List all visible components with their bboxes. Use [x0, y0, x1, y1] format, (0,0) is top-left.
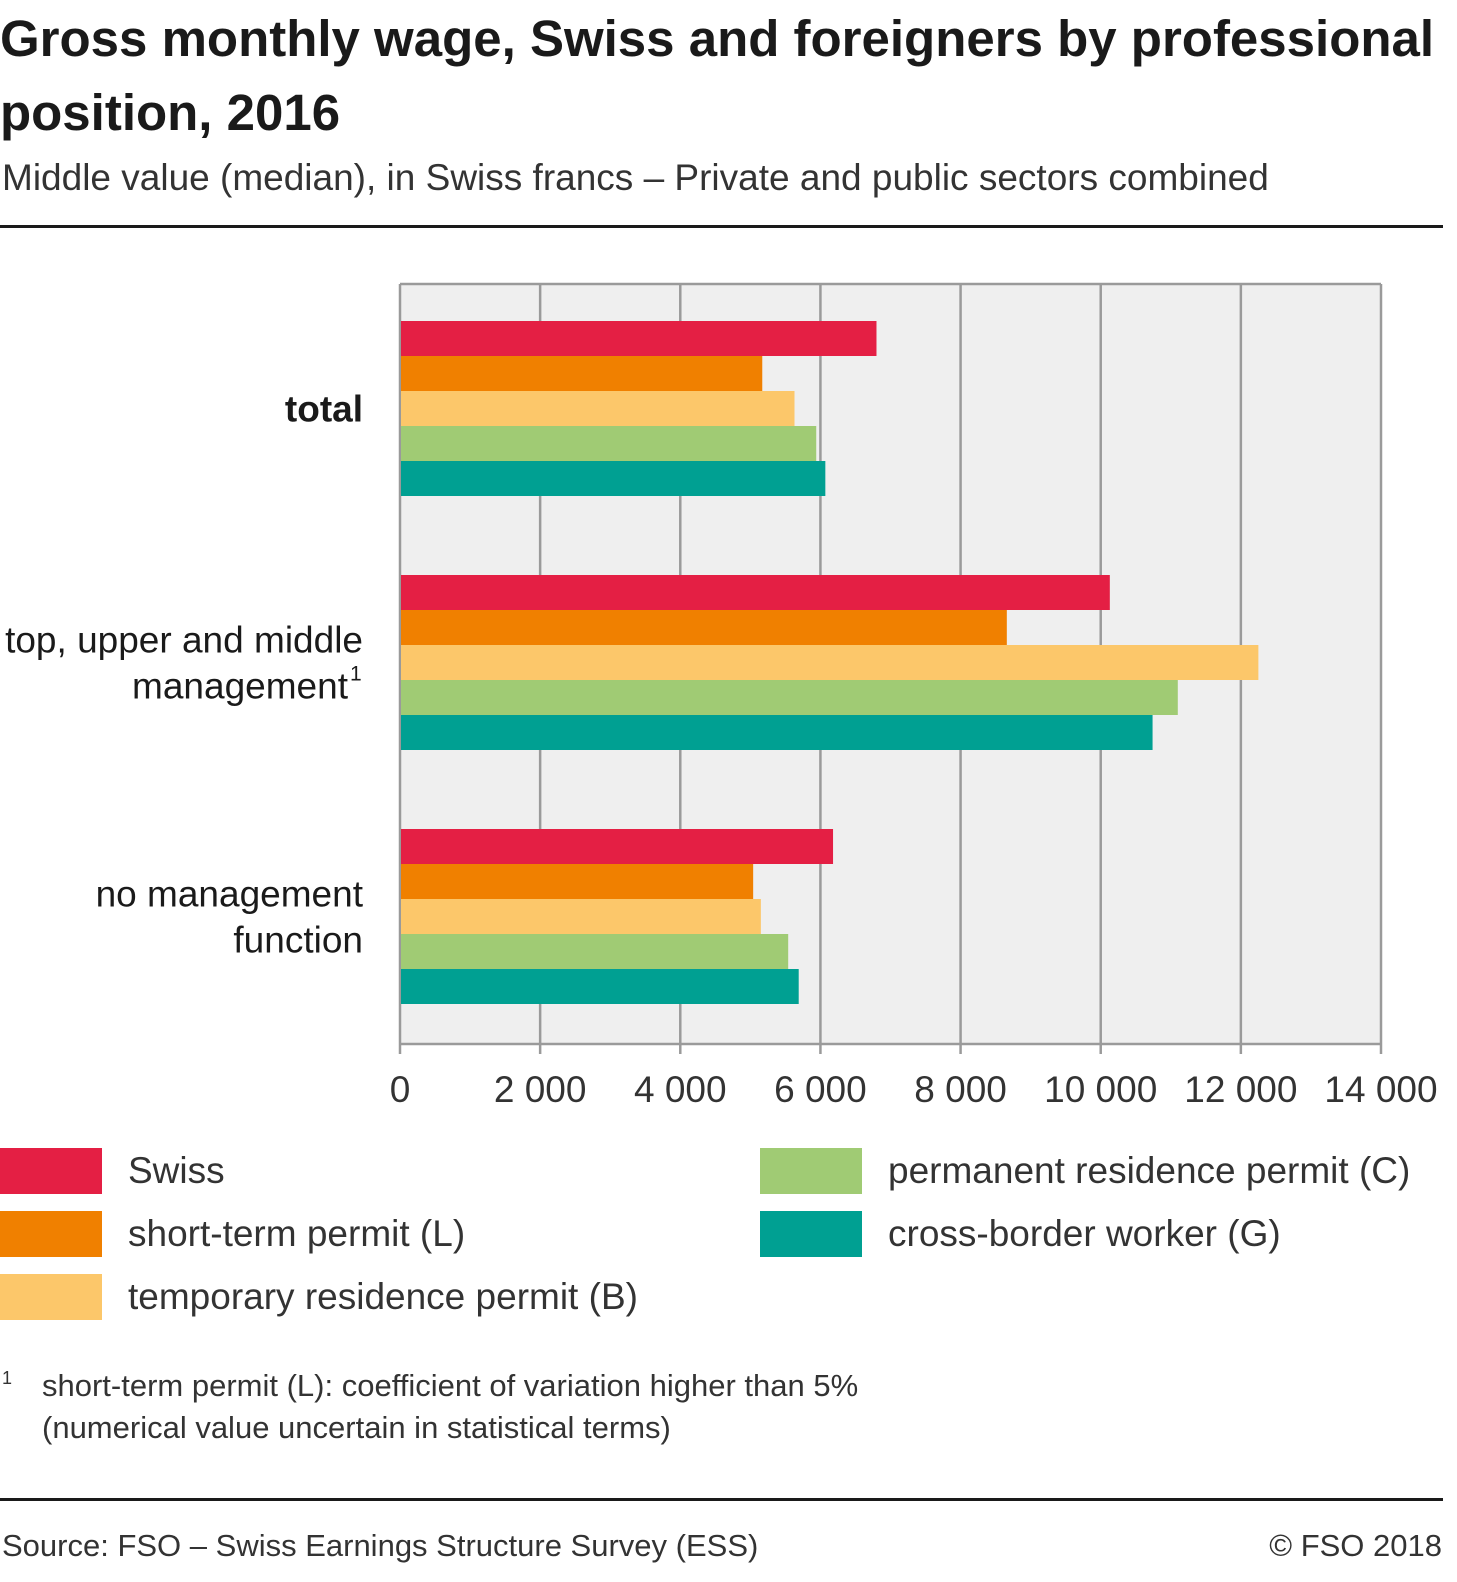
bar: [401, 680, 1178, 715]
bar: [401, 899, 761, 934]
bar: [401, 426, 817, 461]
category-label: function: [233, 920, 363, 961]
footnote-mark: 1: [2, 1368, 13, 1388]
bar: [401, 645, 1259, 680]
legend-item: Swiss: [0, 1148, 225, 1194]
legend-label: Swiss: [128, 1150, 225, 1191]
x-tick-label: 8 000: [914, 1069, 1007, 1110]
legend-label: permanent residence permit (C): [888, 1150, 1411, 1191]
bar: [401, 934, 789, 969]
bar: [401, 610, 1007, 645]
category-label: management: [132, 666, 349, 707]
legend-swatch: [760, 1211, 862, 1257]
legend-item: short-term permit (L): [0, 1211, 465, 1257]
copyright-note: © FSO 2018: [1269, 1528, 1442, 1563]
category-label: no management: [96, 874, 364, 915]
bar: [401, 715, 1153, 750]
legend-label: cross-border worker (G): [888, 1213, 1281, 1254]
x-tick-label: 6 000: [774, 1069, 867, 1110]
source-note: Source: FSO – Swiss Earnings Structure S…: [2, 1528, 759, 1563]
bar: [401, 829, 834, 864]
bar: [401, 461, 826, 496]
legend-item: temporary residence permit (B): [0, 1274, 638, 1320]
legend-swatch: [760, 1148, 862, 1194]
chart-title: Gross monthly wage, Swiss and foreigners…: [0, 10, 1435, 141]
category-footnote-mark: 1: [350, 663, 362, 686]
x-tick-label: 12 000: [1184, 1069, 1297, 1110]
legend-label: short-term permit (L): [128, 1213, 466, 1254]
x-tick-label: 2 000: [494, 1069, 587, 1110]
x-tick-label: 10 000: [1044, 1069, 1157, 1110]
bottom-divider: [0, 1498, 1443, 1501]
legend: Swiss short-term permit (L) temporary resi…: [0, 1148, 1457, 1338]
category-label: top, upper and middle: [5, 620, 363, 661]
category-label: total: [285, 389, 363, 430]
bar: [401, 391, 795, 426]
bar-chart: 0 2 000 4 000 6 000 8 000 10 000 12 000 14 000 t…: [5, 282, 1438, 1110]
legend-item: permanent residence permit (C): [760, 1148, 1410, 1194]
bar: [401, 969, 799, 1004]
bar: [401, 321, 877, 356]
x-tick-label: 14 000: [1324, 1069, 1437, 1110]
legend-item: cross-border worker (G): [760, 1211, 1281, 1257]
top-divider: [0, 225, 1443, 228]
footnote-line-2: (numerical value uncertain in statistica…: [42, 1410, 671, 1445]
footnote-line-1: short-term permit (L): coefficient of va…: [42, 1368, 859, 1403]
x-tick-label: 4 000: [634, 1069, 727, 1110]
legend-swatch: [0, 1274, 102, 1320]
bar: [401, 575, 1110, 610]
bar: [401, 356, 763, 391]
chart-subtitle: Middle value (median), in Swiss francs –…: [2, 157, 1269, 198]
legend-label: temporary residence permit (B): [128, 1276, 638, 1317]
bar: [401, 864, 754, 899]
legend-swatch: [0, 1211, 102, 1257]
legend-swatch: [0, 1148, 102, 1194]
x-tick-label: 0: [390, 1069, 411, 1110]
